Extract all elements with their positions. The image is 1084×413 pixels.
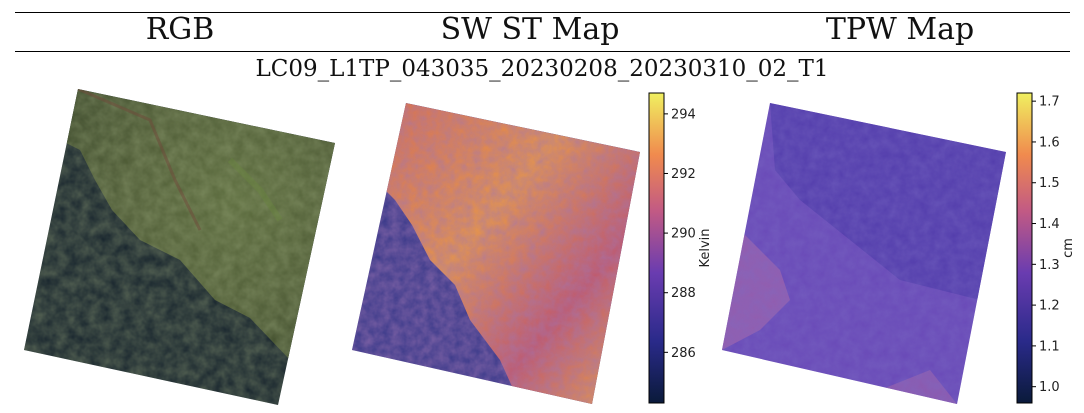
swst-colorbar-tick-label: 292 bbox=[671, 167, 696, 182]
scene-id-caption: LC09_L1TP_043035_20230208_20230310_02_T1 bbox=[255, 56, 829, 82]
header-swst-map: SW ST Map bbox=[440, 12, 620, 47]
swst-colorbar-gradient bbox=[648, 92, 665, 404]
tpw-colorbar-tick-label: 1.4 bbox=[1039, 217, 1060, 232]
rgb-image bbox=[24, 89, 335, 405]
swst-colorbar-tick-label: 294 bbox=[671, 107, 696, 122]
tpw-colorbar-gradient bbox=[1016, 92, 1033, 404]
tpw-colorbar-tick-label: 1.1 bbox=[1039, 339, 1060, 354]
tpw-colorbar-tick-label: 1.3 bbox=[1039, 258, 1060, 273]
tpw-colorbar-tick-label: 1.7 bbox=[1039, 95, 1060, 110]
tpw-colorbar: 1.0 1.1 1.2 1.3 1.4 1.5 1.6 1.7 cm bbox=[1016, 92, 1076, 404]
tpw-colorbar-tick-label: 1.2 bbox=[1039, 299, 1060, 314]
tpw-colorbar-tick-label: 1.0 bbox=[1039, 380, 1060, 395]
header-rgb: RGB bbox=[145, 12, 215, 47]
swst-colorbar-tick-label: 288 bbox=[671, 286, 696, 301]
swst-colorbar-tick-label: 286 bbox=[671, 346, 696, 361]
tpw-colorbar-tick-label: 1.5 bbox=[1039, 176, 1060, 191]
swst-colorbar-label: Kelvin bbox=[698, 228, 713, 267]
table-top-rule bbox=[15, 12, 1070, 13]
header-tpw-map: TPW Map bbox=[825, 12, 975, 47]
tpw-map-image bbox=[722, 103, 1006, 404]
tpw-colorbar-label: cm bbox=[1061, 238, 1076, 258]
swst-map-image bbox=[352, 103, 640, 404]
tpw-colorbar-tick-label: 1.6 bbox=[1039, 135, 1060, 150]
swst-colorbar-tick-label: 290 bbox=[671, 227, 696, 242]
header-bottom-rule bbox=[15, 51, 1070, 52]
swst-colorbar: 286 288 290 292 294 Kelvin bbox=[648, 92, 713, 404]
